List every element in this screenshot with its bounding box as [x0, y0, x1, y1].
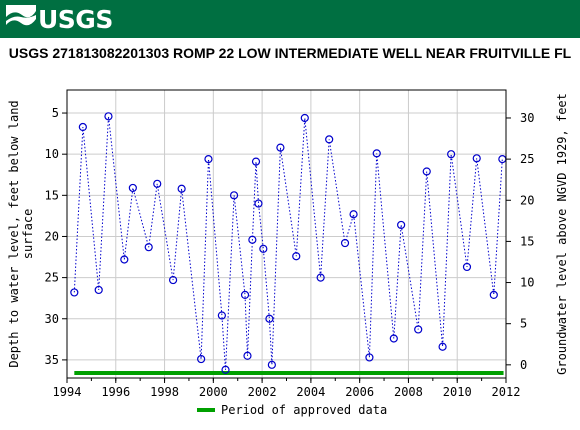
chart-title: USGS 271813082201303 ROMP 22 LOW INTERME…: [8, 45, 572, 61]
data-point: [248, 235, 257, 244]
data-point: [422, 167, 431, 176]
data-series: [70, 112, 507, 374]
y-right-tick-label: 0: [520, 358, 527, 372]
usgs-header-bar: USGS: [0, 0, 580, 38]
data-point: [144, 243, 153, 252]
axis-labels: 1994 1996 1998 2000 2002 2004 2006 2008 2010 2012…: [7, 93, 569, 399]
data-point: [498, 155, 507, 164]
data-point: [251, 157, 261, 166]
y-left-axis-label: Depth to water level, feet below land: [7, 100, 21, 367]
x-tick-label: 2000: [199, 385, 228, 399]
data-point: [472, 154, 481, 163]
data-point: [397, 220, 406, 230]
x-tick-label: 2002: [248, 385, 277, 399]
y-left-tick-label: 10: [45, 147, 59, 161]
x-tick-label: 1994: [53, 385, 82, 399]
data-point: [389, 334, 398, 343]
x-tick-label: 2008: [394, 385, 423, 399]
usgs-logo-icon: [6, 5, 36, 33]
x-tick-label: 1996: [101, 385, 130, 399]
y-right-tick-label: 10: [520, 276, 534, 290]
x-tick-label: 2006: [345, 385, 374, 399]
data-point: [78, 122, 87, 132]
chart-axes: [62, 89, 511, 383]
data-point: [447, 150, 456, 159]
data-point: [438, 342, 447, 351]
y-left-tick-label: 20: [45, 229, 59, 243]
series-line: [73, 116, 503, 370]
data-point: [254, 199, 263, 208]
y-left-tick-label: 35: [45, 353, 59, 367]
legend-label: Period of approved data: [221, 403, 387, 417]
data-point: [300, 113, 309, 123]
y-right-tick-label: 5: [520, 317, 527, 331]
data-point: [128, 183, 137, 193]
data-point: [197, 354, 206, 364]
data-point: [349, 210, 358, 219]
data-point: [221, 365, 230, 374]
data-point: [204, 155, 213, 164]
y-left-tick-label: 30: [45, 312, 59, 326]
data-point: [267, 360, 276, 369]
data-point: [240, 290, 250, 299]
data-point: [325, 135, 334, 144]
data-point: [276, 143, 285, 152]
data-point: [177, 184, 186, 193]
usgs-logo-text: USGS: [38, 4, 113, 34]
data-point: [168, 275, 178, 285]
y-right-tick-label: 15: [520, 234, 534, 248]
data-point: [104, 112, 113, 121]
y-right-axis-label: Groundwater level above NGVD 1929, feet: [555, 93, 569, 375]
y-right-tick-label: 25: [520, 152, 534, 166]
plot-frame: [66, 89, 507, 379]
data-point: [462, 262, 472, 272]
y-left-tick-label: 25: [45, 271, 59, 285]
data-point: [316, 273, 325, 282]
data-point: [265, 314, 274, 323]
chart-grid: [66, 90, 507, 378]
x-tick-label: 2010: [443, 385, 472, 399]
data-point: [120, 255, 129, 264]
usgs-logo[interactable]: USGS: [6, 4, 113, 34]
x-tick-label: 1998: [150, 385, 179, 399]
data-point: [365, 353, 374, 362]
y-left-tick-label: 15: [45, 188, 59, 202]
data-point: [489, 290, 498, 299]
data-point: [292, 252, 301, 261]
data-point: [259, 244, 268, 253]
data-point: [94, 285, 103, 295]
y-right-tick-label: 20: [520, 193, 534, 207]
chart-legend: Period of approved data: [197, 403, 387, 417]
data-point: [340, 238, 350, 248]
x-tick-label: 2012: [492, 385, 521, 399]
data-point: [153, 179, 162, 188]
data-point: [372, 149, 381, 158]
data-point: [217, 311, 226, 320]
data-point: [243, 351, 252, 360]
y-left-axis-label: surface: [21, 209, 35, 260]
data-point: [414, 325, 423, 334]
x-tick-label: 2004: [296, 385, 325, 399]
data-point: [229, 191, 239, 200]
y-right-tick-label: 30: [520, 111, 534, 125]
data-point: [70, 288, 79, 297]
y-left-tick-label: 5: [52, 106, 59, 120]
